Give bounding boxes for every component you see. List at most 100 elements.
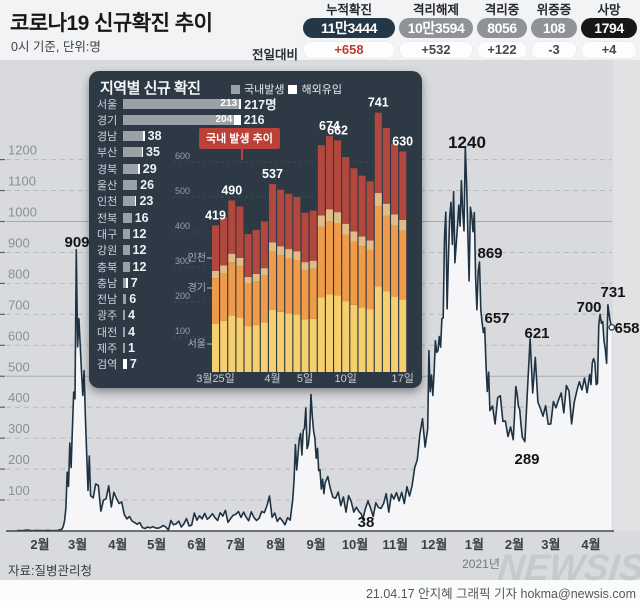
stat-delta-pill: +658 xyxy=(303,41,395,59)
region-row-광주: 광주 4 xyxy=(89,308,135,323)
region-name: 경기 xyxy=(97,114,118,127)
bar-6-인천 xyxy=(252,273,260,282)
bar-value-537: 537 xyxy=(262,167,283,181)
bar-5-인천 xyxy=(244,276,252,284)
region-bar xyxy=(123,326,126,337)
inset-y-label: 300 xyxy=(175,256,190,266)
region-bar xyxy=(123,147,144,158)
bar-17-서울 xyxy=(342,301,350,372)
annotation-289: 289 xyxy=(514,451,539,468)
bar-16-인천 xyxy=(334,212,342,224)
bar-19-서울 xyxy=(358,307,366,372)
bar-15-경기 xyxy=(325,221,333,295)
region-row-충북: 충북 12 xyxy=(89,259,146,274)
stat-column-사망: 사망 1794 +4 xyxy=(581,2,637,59)
region-bar xyxy=(123,359,127,370)
inset-x-label: 17일 xyxy=(392,371,414,385)
segment-guide-인천: 인천 xyxy=(188,252,206,264)
bar-value-741: 741 xyxy=(368,96,389,110)
bar-3-인천 xyxy=(228,253,236,263)
inset-title: 지역별 신규 확진 xyxy=(100,80,201,97)
bar-17-기타 xyxy=(342,157,350,224)
bar-12-서울 xyxy=(301,319,309,372)
region-name: 충북 xyxy=(97,261,118,274)
region-name: 대전 xyxy=(97,326,118,339)
region-row-전북: 전북 16 xyxy=(89,210,149,225)
bar-19-기타 xyxy=(358,175,366,237)
stat-column-위중증: 위중증 108 -3 xyxy=(531,2,577,59)
future-band xyxy=(613,60,640,531)
inset-y-label: 500 xyxy=(175,186,190,196)
bar-12-기타 xyxy=(301,212,309,263)
stat-value-pill: 10만3594 xyxy=(399,18,473,38)
region-value: 216 xyxy=(243,112,265,127)
imported-segment xyxy=(143,131,145,142)
bar-10-인천 xyxy=(285,249,293,258)
bar-13-서울 xyxy=(309,318,317,372)
data-source: 자료:질병관리청 xyxy=(8,564,92,578)
header: 코로나19 신규확진 추이 0시 기준, 단위:명 누적확진 11만3444 +65… xyxy=(0,0,640,62)
imported-segment xyxy=(126,277,128,288)
region-value: 1 xyxy=(128,341,135,355)
region-name: 강원 xyxy=(97,245,118,258)
inset-y-label: 200 xyxy=(175,291,190,301)
inset-x-label: 3월25일 xyxy=(196,371,235,385)
region-value: 12 xyxy=(132,226,147,241)
imported-legend-swatch xyxy=(288,84,298,94)
x-month-label: 9월 xyxy=(307,537,326,552)
region-bar xyxy=(123,343,125,353)
region-name: 서울 xyxy=(97,98,118,111)
region-value: 217명 xyxy=(244,98,277,112)
bar-6-기타 xyxy=(252,229,260,274)
bar-24-경기 xyxy=(399,230,407,300)
stat-value-pill: 108 xyxy=(531,18,577,38)
bar-value-662: 662 xyxy=(327,123,348,137)
bar-7-인천 xyxy=(260,268,268,276)
stat-column-격리중: 격리중 8056 +122 xyxy=(477,2,527,59)
bar-8-인천 xyxy=(268,242,276,252)
annotation-1240: 1240 xyxy=(448,133,486,152)
domestic-segment xyxy=(123,131,144,142)
bar-16-기타 xyxy=(334,140,342,213)
region-name: 대구 xyxy=(97,228,118,241)
region-value: 23 xyxy=(139,194,154,209)
annotation-731: 731 xyxy=(600,284,625,301)
region-name: 울산 xyxy=(97,180,118,192)
region-name: 부산 xyxy=(97,147,118,160)
region-row-검역: 검역 7 xyxy=(89,357,137,372)
bar-10-경기 xyxy=(285,257,293,314)
stat-header: 위중증 xyxy=(536,3,572,17)
x-month-label: 3월 xyxy=(541,537,560,552)
bar-9-서울 xyxy=(277,311,285,372)
x-month-label: 3월 xyxy=(68,537,87,552)
stat-header: 누적확진 xyxy=(325,3,372,17)
bar-1-서울 xyxy=(212,323,219,372)
domestic-segment xyxy=(123,163,139,174)
x-month-label: 7월 xyxy=(226,537,245,552)
region-row-경남: 경남 38 xyxy=(89,129,162,144)
x-month-label: 2월 xyxy=(30,537,49,552)
bar-7-기타 xyxy=(260,221,268,269)
imported-segment xyxy=(123,359,127,370)
stat-header: 사망 xyxy=(597,3,621,17)
imported-segment xyxy=(141,147,144,158)
region-row-경기: 경기 204 216 xyxy=(89,112,265,127)
x-month-label: 10월 xyxy=(342,537,368,552)
bar-5-경기 xyxy=(244,283,252,327)
region-value: 6 xyxy=(129,292,137,307)
bar-23-기타 xyxy=(391,143,399,215)
stat-column-누적확진: 누적확진 11만3444 +658 xyxy=(303,2,395,59)
region-row-대전: 대전 4 xyxy=(89,324,135,339)
year-label: 2021년 xyxy=(462,557,500,571)
bar-15-서울 xyxy=(325,294,333,372)
bar-4-기타 xyxy=(236,206,244,258)
region-bar xyxy=(123,261,130,272)
bar-22-기타 xyxy=(382,128,390,204)
bar-23-인천 xyxy=(391,214,399,226)
bar-17-인천 xyxy=(342,223,350,235)
annotation-658: 658 xyxy=(614,320,639,337)
region-bar xyxy=(123,310,126,321)
region-name: 인천 xyxy=(97,196,118,209)
region-value: 7 xyxy=(130,275,138,290)
bar-14-인천 xyxy=(317,215,325,227)
